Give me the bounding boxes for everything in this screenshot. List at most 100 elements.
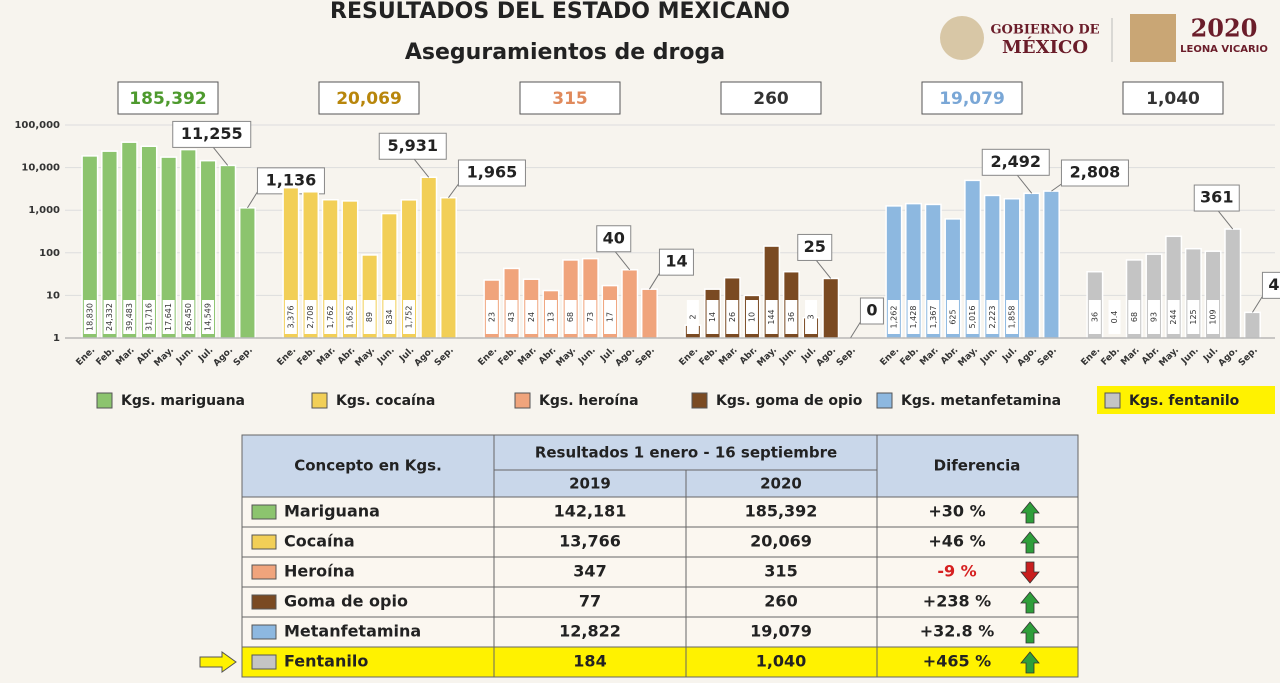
- legend-swatch: [691, 392, 708, 409]
- bar: [621, 269, 639, 339]
- y-tick-label: 1: [53, 333, 60, 344]
- legend-swatch: [1104, 392, 1121, 409]
- row-swatch: [251, 534, 277, 550]
- y-tick-label: 100: [39, 248, 60, 259]
- value-label: 2,223: [988, 306, 997, 329]
- table-row: [241, 646, 1079, 678]
- legend-label: Kgs. cocaína: [336, 393, 435, 409]
- legend-swatch: [311, 392, 328, 409]
- callout-pointer: [814, 258, 832, 279]
- legend-swatch: [514, 392, 531, 409]
- value-label-bg: [907, 300, 920, 334]
- callout-box: [378, 132, 447, 160]
- bar: [1023, 192, 1041, 339]
- row-name: Mariguana: [284, 502, 380, 521]
- value-label-bg: [343, 300, 356, 334]
- total-box: [117, 81, 219, 115]
- cell-2020: 20,069: [750, 532, 812, 551]
- value-label: 26,450: [184, 303, 193, 331]
- bar: [1042, 190, 1060, 339]
- value-label: 5,016: [968, 306, 977, 329]
- callout-pointer: [448, 183, 459, 198]
- y-tick-label: 100,000: [14, 120, 60, 131]
- value-label-bg: [966, 300, 979, 334]
- callout-label: 1,136: [266, 170, 317, 189]
- cell-2020: 1,040: [756, 652, 807, 671]
- cell-2019: 184: [573, 652, 606, 671]
- table-row: [241, 526, 1079, 558]
- cell-2020: 19,079: [750, 622, 812, 641]
- row-name: Metanfetamina: [284, 622, 421, 641]
- header-cell: Resultados 1 enero - 16 septiembre: [535, 444, 837, 462]
- portrait: [1130, 14, 1176, 62]
- value-label-bg: [745, 300, 758, 334]
- callout-pointer: [1252, 296, 1263, 313]
- cell-2020: 260: [764, 592, 797, 611]
- value-label-bg: [304, 300, 317, 334]
- value-label-bg: [123, 300, 136, 334]
- value-label: 144: [767, 309, 776, 324]
- row-name: Goma de opio: [284, 592, 408, 611]
- callout-box: [172, 120, 252, 148]
- value-label: 625: [948, 309, 957, 324]
- y-tick-label: 1,000: [28, 205, 60, 216]
- row-swatch: [251, 594, 277, 610]
- value-label-bg: [604, 300, 617, 334]
- value-label-bg: [887, 300, 900, 334]
- total-label: 20,069: [336, 89, 402, 109]
- value-label: 23: [487, 312, 496, 322]
- value-label: 17,641: [164, 303, 173, 331]
- value-label: 1,752: [405, 306, 414, 329]
- value-label: 14,549: [204, 303, 213, 331]
- trend-arrow: [1020, 561, 1040, 584]
- gov-line2: MÉXICO: [1002, 35, 1088, 58]
- total-box: [720, 81, 822, 115]
- callout-pointer: [412, 156, 430, 178]
- value-label: 13: [546, 312, 555, 322]
- total-box: [519, 81, 621, 115]
- value-label: 109: [1209, 309, 1218, 324]
- cell-diff: +46 %: [928, 532, 985, 551]
- callout-pointer: [850, 321, 861, 339]
- value-label-bg: [765, 300, 778, 334]
- callout-label: 2,492: [990, 152, 1041, 171]
- callout-pointer: [211, 145, 229, 166]
- cell-diff: +32.8 %: [920, 622, 994, 641]
- callout-pointer: [1015, 172, 1033, 194]
- value-label-bg: [584, 300, 597, 334]
- bar: [219, 164, 237, 339]
- value-label-bg: [1088, 300, 1101, 334]
- value-label-bg: [525, 300, 538, 334]
- callout-box: [981, 148, 1050, 176]
- total-label: 315: [552, 89, 588, 109]
- value-label-bg: [1108, 300, 1121, 334]
- callout-label: 25: [804, 237, 826, 256]
- trend-arrow: [1020, 621, 1040, 644]
- value-label: 125: [1189, 309, 1198, 324]
- callout-box: [797, 233, 833, 261]
- header-cell: Diferencia: [934, 457, 1021, 475]
- value-label-bg: [1167, 300, 1180, 334]
- callout-box: [859, 297, 884, 325]
- callout-box: [1261, 271, 1280, 299]
- legend-label: Kgs. mariguana: [121, 393, 245, 409]
- value-label-bg: [564, 300, 577, 334]
- value-label-bg: [383, 300, 396, 334]
- total-box: [921, 81, 1023, 115]
- value-label-bg: [805, 300, 818, 334]
- legend-label: Kgs. goma de opio: [716, 393, 863, 409]
- cell-2020: 315: [764, 562, 797, 581]
- trend-arrow: [1020, 501, 1040, 524]
- callout-label: 4: [1268, 275, 1279, 294]
- cell-diff: +238 %: [923, 592, 991, 611]
- value-label-bg: [1006, 300, 1019, 334]
- value-label: 89: [365, 312, 374, 322]
- callout-pointer: [1051, 183, 1062, 192]
- value-label: 2,708: [306, 306, 315, 329]
- value-label-bg: [162, 300, 175, 334]
- callout-box: [1193, 184, 1240, 212]
- legend-swatch: [876, 392, 893, 409]
- total-box: [318, 81, 420, 115]
- row-name: Cocaína: [284, 532, 355, 551]
